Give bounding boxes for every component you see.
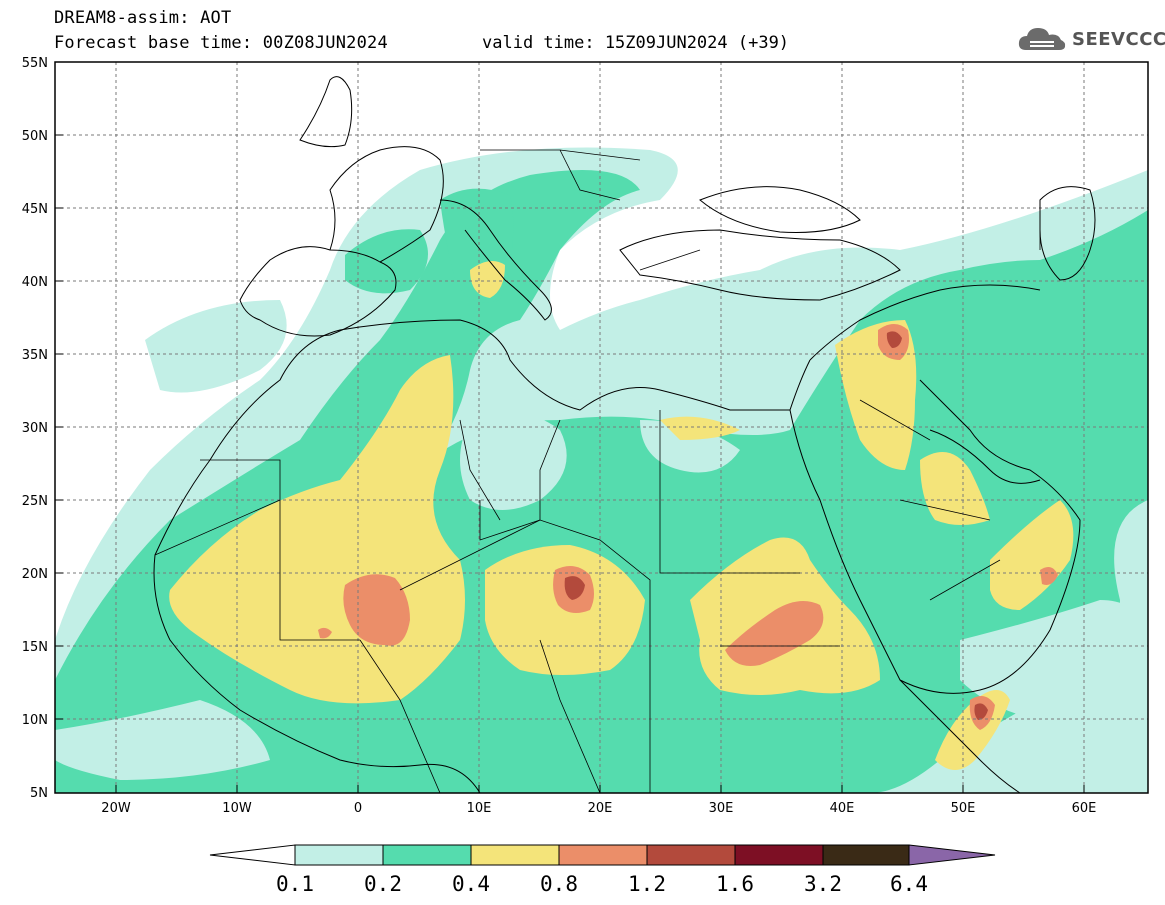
lat-label: 30N [22, 421, 48, 436]
colorbar-label: 1.2 [628, 872, 666, 896]
aot-contour-1.2 [564, 331, 988, 720]
lon-label: 10W [222, 801, 252, 816]
seevccc-logo: SEEVCCC [1016, 24, 1165, 54]
map-title: DREAM8-assim: AOT [54, 8, 232, 28]
lat-label: 45N [22, 202, 48, 217]
lat-labels: 5N 10N 15N 20N 25N 30N 35N 40N 45N 50N 5… [22, 56, 48, 801]
colorbar-label: 6.4 [890, 872, 928, 896]
lat-label: 5N [30, 786, 48, 801]
lat-label: 40N [22, 275, 48, 290]
valid-time: valid time: 15Z09JUN2024 (+39) [482, 33, 790, 53]
aot-contour-0.1-inner [55, 412, 1148, 780]
colorbar-swatch [558, 844, 648, 866]
lon-label: 30E [709, 801, 734, 816]
lat-label: 35N [22, 348, 48, 363]
lat-label: 20N [22, 567, 48, 582]
graticule [55, 62, 1148, 793]
lon-label: 0 [354, 801, 362, 816]
lon-label: 20E [588, 801, 613, 816]
lon-label: 50E [951, 801, 976, 816]
colorbar-label: 0.2 [364, 872, 402, 896]
lat-label: 25N [22, 494, 48, 509]
colorbar-swatch [646, 844, 736, 866]
lat-label: 15N [22, 640, 48, 655]
colorbar-label: 0.1 [276, 872, 314, 896]
cloud-icon [1018, 28, 1066, 50]
colorbar-label: 3.2 [804, 872, 842, 896]
forecast-base-time: Forecast base time: 00Z08JUN2024 [54, 33, 388, 53]
aot-field [55, 62, 1148, 793]
colorbar-swatch [470, 844, 560, 866]
lat-label: 55N [22, 56, 48, 71]
colorbar-label: 0.4 [452, 872, 490, 896]
country-borders [154, 149, 1041, 793]
ticks [55, 61, 1085, 794]
colorbar-label: 0.8 [540, 872, 578, 896]
colorbar-swatch [382, 844, 472, 866]
lat-label: 50N [22, 129, 48, 144]
colorbar-swatch [734, 844, 824, 866]
logo-text: SEEVCCC [1072, 28, 1165, 50]
lat-label: 10N [22, 713, 48, 728]
colorbar [209, 844, 996, 866]
lon-label: 60E [1072, 801, 1097, 816]
lon-label: 20W [101, 801, 131, 816]
lon-label: 40E [830, 801, 855, 816]
lon-label: 10E [467, 801, 492, 816]
colorbar-label: 1.6 [716, 872, 754, 896]
colorbar-high-arrow [908, 844, 996, 866]
colorbar-swatch [822, 844, 910, 866]
lon-labels: 20W 10W 0 10E 20E 30E 40E 50E 60E [101, 801, 1096, 816]
colorbar-low-arrow [209, 844, 296, 866]
colorbar-swatch [294, 844, 384, 866]
